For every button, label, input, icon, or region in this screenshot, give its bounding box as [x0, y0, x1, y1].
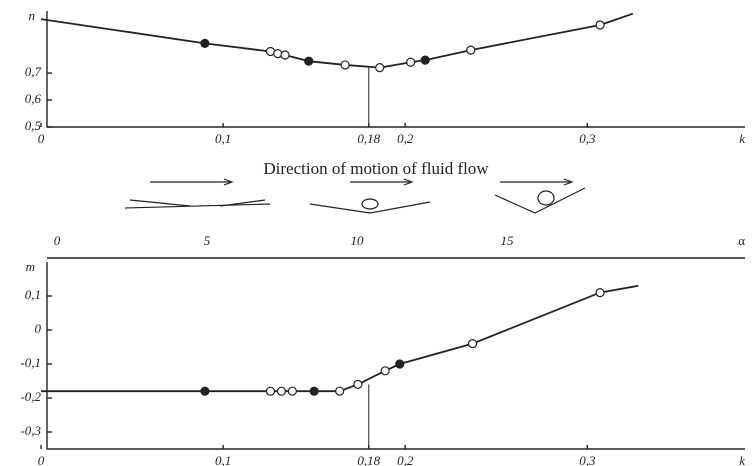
x-tick-label: 0,3: [579, 453, 596, 466]
y-tick-label: 0,1: [25, 287, 41, 302]
data-point: [395, 359, 405, 369]
y-tick-label: 0,6: [25, 91, 42, 106]
x-tick-label: 0,18: [357, 453, 380, 466]
data-point: [280, 50, 290, 60]
alpha-tick-label: 15: [501, 233, 515, 248]
data-point: [595, 288, 605, 298]
y-tick-label: -0,1: [20, 355, 41, 370]
x-tick-label: 0,2: [397, 131, 414, 146]
data-point: [273, 49, 283, 59]
data-point: [265, 386, 276, 396]
data-point: [466, 45, 476, 55]
y-tick-label: 0: [35, 321, 42, 336]
alpha-tick-label: 0: [54, 233, 61, 248]
diagram-title: Direction of motion of fluid flow: [263, 159, 489, 178]
data-point: [420, 55, 430, 65]
alpha-tick-label: 10: [351, 233, 365, 248]
axis-frame: [46, 11, 745, 128]
x-axis-label: k: [739, 131, 745, 146]
data-point: [353, 379, 363, 389]
y-tick-label: -0,2: [20, 389, 41, 404]
y-tick-label: -0,3: [20, 423, 41, 438]
data-point: [406, 57, 416, 67]
data-point: [200, 38, 210, 48]
data-point: [287, 386, 297, 396]
data-point: [595, 20, 605, 30]
data-point: [375, 63, 385, 73]
data-point: [340, 60, 350, 70]
alpha-tick-label: 5: [204, 233, 211, 248]
alpha-axis-label: α: [738, 233, 745, 248]
y-axis-label: m: [26, 259, 35, 274]
y-axis-label: n: [29, 8, 36, 23]
x-tick-label: 0,1: [215, 453, 231, 466]
x-tick-label: 0: [38, 131, 45, 146]
data-point: [380, 366, 390, 376]
x-tick-label: 0,2: [397, 453, 414, 466]
data-point: [304, 56, 314, 66]
x-tick-label: 0,3: [579, 131, 596, 146]
axis-frame: [46, 262, 745, 450]
x-tick-label: 0,1: [215, 131, 231, 146]
y-tick-label: 0,5: [25, 118, 42, 133]
data-point: [200, 386, 210, 396]
data-point: [309, 386, 319, 396]
x-tick-label: 0,18: [357, 131, 380, 146]
data-line: [41, 284, 639, 393]
data-point: [335, 386, 345, 396]
x-axis-label: k: [739, 453, 745, 466]
y-tick-label: 0,7: [25, 64, 42, 79]
data-line: [40, 12, 634, 69]
flow-sketches: [124, 178, 586, 214]
data-point: [467, 339, 478, 349]
data-point: [276, 386, 286, 396]
x-tick-label: 0: [38, 453, 45, 466]
